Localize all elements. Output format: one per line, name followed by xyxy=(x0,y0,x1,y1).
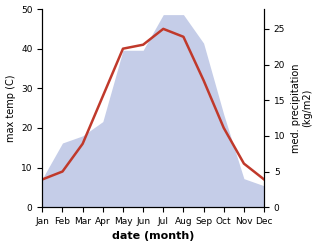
Y-axis label: med. precipitation
(kg/m2): med. precipitation (kg/m2) xyxy=(291,63,313,153)
Y-axis label: max temp (C): max temp (C) xyxy=(5,74,16,142)
X-axis label: date (month): date (month) xyxy=(112,231,194,242)
